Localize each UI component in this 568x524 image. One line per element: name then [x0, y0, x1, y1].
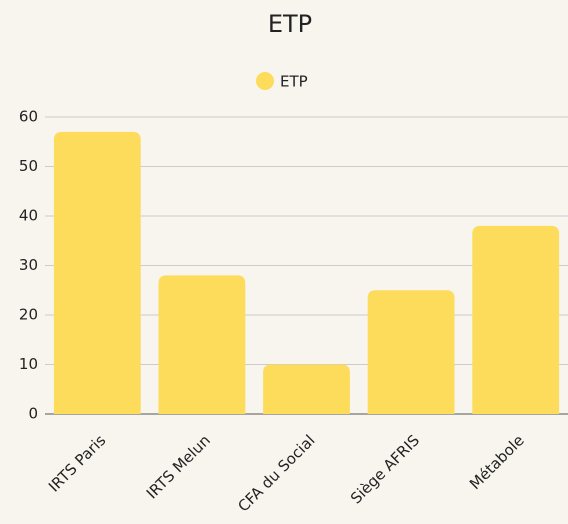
bar	[263, 364, 350, 414]
bar	[53, 131, 141, 414]
chart-title: ETP	[268, 10, 312, 38]
bar	[158, 275, 246, 414]
x-tick-label: IRTS Melun	[143, 431, 214, 502]
y-tick-label: 0	[28, 405, 38, 423]
x-tick-label: CFA du Social	[234, 431, 318, 515]
y-tick-label: 20	[19, 306, 38, 324]
y-tick-label: 50	[19, 157, 38, 175]
legend-label: ETP	[280, 73, 308, 91]
y-tick-label: 30	[19, 256, 38, 274]
bar	[472, 225, 560, 414]
bar	[367, 290, 455, 414]
y-tick-label: 60	[19, 108, 38, 126]
x-tick-label: IRTS Paris	[45, 431, 109, 495]
x-tick-label: Siège AFRIS	[347, 431, 423, 507]
x-tick-label: Métabole	[466, 431, 528, 493]
y-tick-label: 10	[19, 355, 38, 373]
y-tick-label: 40	[19, 207, 38, 225]
legend-swatch	[256, 72, 274, 90]
